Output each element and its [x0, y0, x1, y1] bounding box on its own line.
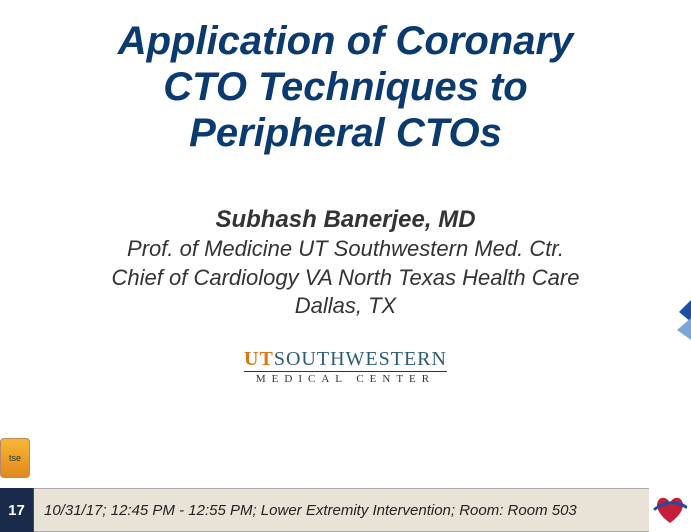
- right-edge-mark: [677, 300, 691, 340]
- title-line-2: CTO Techniques to: [30, 64, 661, 110]
- badge-label: tse: [9, 453, 21, 463]
- author-affil-2: Chief of Cardiology VA North Texas Healt…: [0, 264, 691, 293]
- logo-prefix: UT: [244, 348, 274, 370]
- footer-session-info: 10/31/17; 12:45 PM - 12:55 PM; Lower Ext…: [34, 488, 649, 532]
- logo-sub-line: MEDICAL CENTER: [244, 371, 447, 385]
- footer-bar: 17 10/31/17; 12:45 PM - 12:55 PM; Lower …: [0, 488, 691, 532]
- footer-right-box: [649, 488, 691, 532]
- slide: Application of Coronary CTO Techniques t…: [0, 0, 691, 532]
- logo-main: SOUTHWESTERN: [274, 348, 447, 370]
- author-name: Subhash Banerjee, MD: [0, 204, 691, 235]
- institution-logo: UTSOUTHWESTERN MEDICAL CENTER: [0, 349, 691, 385]
- author-city: Dallas, TX: [0, 292, 691, 321]
- logo-top-line: UTSOUTHWESTERN: [244, 349, 447, 369]
- slide-title: Application of Coronary CTO Techniques t…: [0, 0, 691, 166]
- footer-year-fragment: 17: [8, 502, 25, 519]
- author-affil-1: Prof. of Medicine UT Southwestern Med. C…: [0, 235, 691, 264]
- title-line-3: Peripheral CTOs: [30, 110, 661, 156]
- title-line-1: Application of Coronary: [30, 18, 661, 64]
- heart-icon: [653, 495, 687, 525]
- author-block: Subhash Banerjee, MD Prof. of Medicine U…: [0, 204, 691, 321]
- footer-left-box: 17: [0, 488, 34, 532]
- side-badge-icon: tse: [0, 438, 30, 478]
